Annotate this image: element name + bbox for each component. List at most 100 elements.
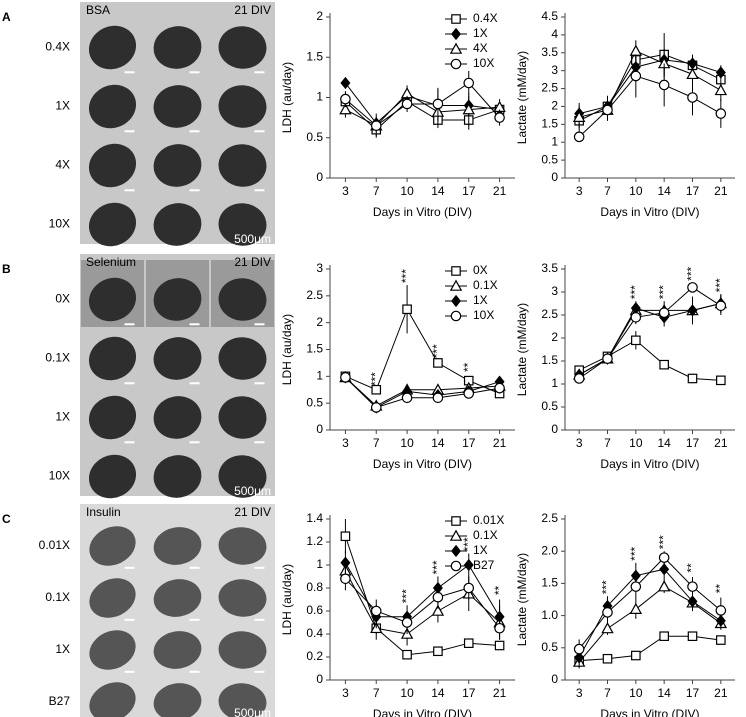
y-tick-label: 2.0 [541,543,558,557]
marker [715,300,727,312]
y-tick-label: 1.5 [306,342,323,356]
y-tick-label: 2 [551,330,558,344]
legend-marker [451,516,461,526]
y-tick-label: 2.5 [306,288,323,302]
tissue [153,527,202,565]
series-line [579,50,722,118]
tissue [153,631,202,669]
tissue [88,143,137,188]
x-tick-label: 7 [604,686,611,700]
legend-label: B27 [473,558,495,572]
series-line [344,536,500,656]
chart: 0 0.5 1 1.5 2 3 7 10 14 17 21 Days in Vitro (DIV) LD… [280,9,515,219]
marker [402,304,412,315]
legend-marker [449,279,463,291]
tissue [153,278,202,321]
marker [463,77,475,89]
y-axis-label: LDH (au/day) [280,314,294,385]
series-line [579,59,721,115]
y-tick-label: 0 [551,422,558,436]
x-tick-label: 3 [342,436,349,450]
significance: *** [461,537,475,551]
marker [630,581,642,592]
marker [659,631,669,642]
image-time: 21 DIV [234,505,271,519]
image-title: Insulin [86,505,121,519]
tissue [89,682,136,717]
legend-marker [450,310,462,322]
marker [658,552,670,563]
x-tick-label: 17 [686,686,700,700]
y-tick-label: 0.5 [541,399,558,413]
row-label: 1X [55,99,70,113]
y-tick-label: 3 [551,284,558,298]
legend-marker [451,544,461,558]
tissue [218,26,267,69]
x-tick-label: 7 [373,184,380,198]
significance: *** [600,580,614,594]
x-tick-label: 21 [714,686,728,700]
x-tick-label: 10 [629,436,643,450]
marker [629,44,643,56]
marker [432,98,444,110]
marker [601,622,614,634]
marker [631,335,641,346]
chart: 0 0.5 1 1.5 2 2.5 3 3 7 10 14 17 21 Days in Vitro (DI… [280,261,515,471]
marker [630,70,642,82]
significance: ** [713,584,727,594]
x-tick-label: 7 [604,436,611,450]
y-tick-label: 0.5 [306,395,323,409]
marker [463,582,475,594]
x-tick-label: 3 [576,436,583,450]
x-tick-label: 14 [431,184,445,198]
row-label: B27 [49,694,71,708]
legend-marker [449,529,463,541]
marker [494,622,505,634]
series-line [578,75,722,138]
legend-label: 0.1X [473,278,498,292]
y-tick-label: 0.5 [541,640,558,654]
y-tick-label: 3.5 [541,261,558,275]
y-tick-label: 1 [316,90,323,104]
y-axis-label: Lactate (mM/day) [515,303,529,396]
marker [573,643,585,655]
marker [371,384,382,395]
significance: *** [713,278,727,292]
legend-label: 10X [473,308,494,322]
y-tick-label: 2.5 [541,511,558,525]
tissue [88,277,137,322]
x-tick-label: 21 [493,184,507,198]
y-tick-label: 1.5 [541,117,558,131]
marker [370,120,382,131]
marker [687,304,698,317]
y-tick-label: 2 [551,99,558,113]
row-label: 1X [55,642,70,656]
y-axis-label: Lactate (mM/day) [515,51,529,144]
legend-label: 10X [473,56,494,70]
significance: *** [628,285,642,299]
marker [687,92,698,103]
marker [716,375,726,386]
series-line [578,586,722,663]
series-line [578,54,722,122]
x-tick-label: 14 [657,686,671,700]
significance: *** [685,266,699,280]
significance: *** [399,589,413,603]
row-label: 0.01X [39,538,70,552]
scale-label: 500μm [234,232,271,246]
marker [339,103,352,115]
x-tick-label: 3 [576,686,583,700]
y-tick-label: 4 [551,27,558,41]
significance: *** [656,285,670,299]
tissue [218,579,267,617]
tissue [88,336,137,381]
tissue [153,26,202,69]
tissue [218,278,267,321]
tissue [153,579,202,617]
marker [658,79,670,91]
y-tick-label: 1.2 [306,534,323,548]
marker [573,131,585,143]
y-tick-label: 2 [316,9,323,23]
row-label: 10X [49,469,70,483]
legend-label: 1X [473,26,488,40]
